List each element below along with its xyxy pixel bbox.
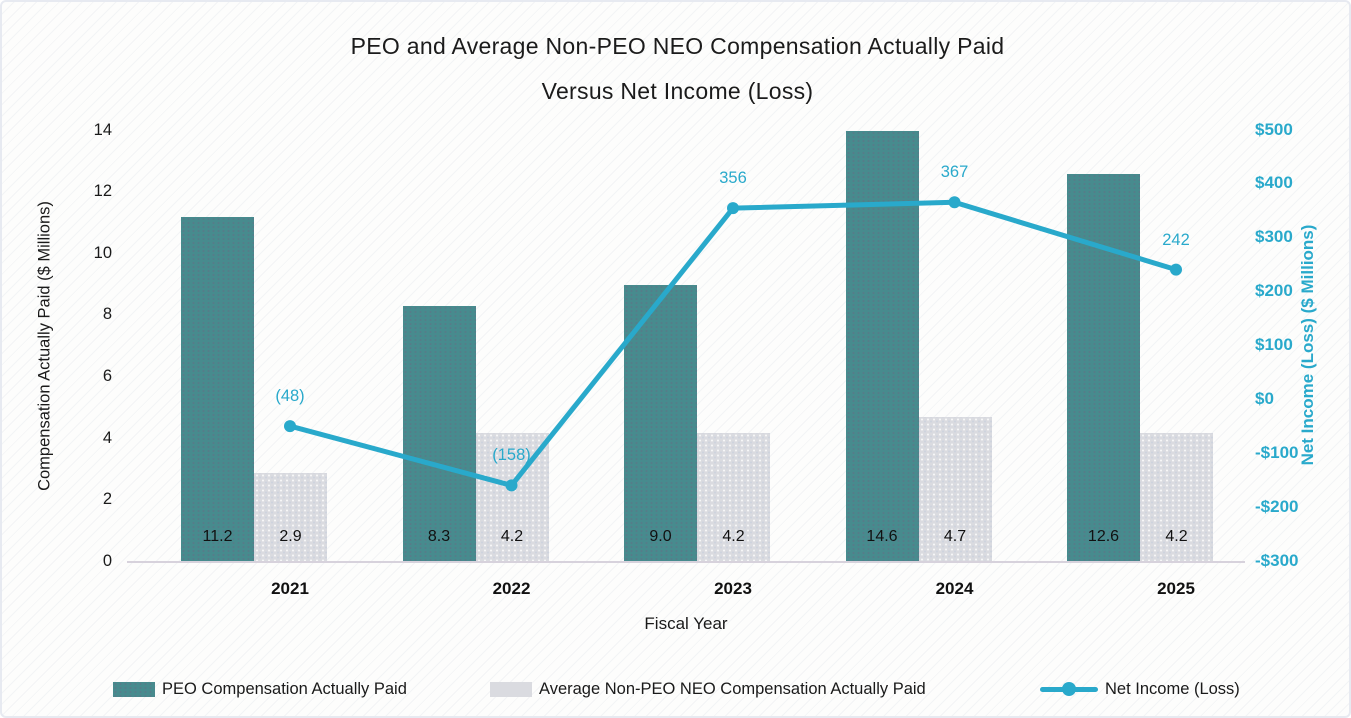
line-point-label: 367 bbox=[940, 163, 969, 182]
x-tick-label: 2022 bbox=[492, 579, 531, 598]
chart-title-line2: Versus Net Income (Loss) bbox=[541, 78, 814, 104]
bar-value-label: 4.2 bbox=[500, 528, 524, 545]
bar-neo-2025 bbox=[1140, 432, 1213, 562]
right-axis-tick: $300 bbox=[1255, 227, 1293, 247]
right-axis-tick: $400 bbox=[1255, 173, 1293, 193]
line-marker bbox=[505, 479, 518, 492]
line-point-label: 356 bbox=[719, 169, 747, 188]
chart-title: PEO and Average Non-PEO NEO Compensation… bbox=[2, 24, 1351, 114]
left-axis-tick: 10 bbox=[93, 243, 112, 262]
right-axis-tick: -$300 bbox=[1255, 551, 1299, 570]
line-marker bbox=[948, 196, 961, 209]
bar-peo-2023 bbox=[624, 284, 697, 562]
bar-value-label: 4.2 bbox=[722, 528, 745, 545]
right-axis-tick: $500 bbox=[1255, 119, 1293, 139]
left-axis-tick: 4 bbox=[102, 428, 112, 447]
line-marker bbox=[1170, 263, 1182, 276]
bar-value-label: 9.0 bbox=[649, 528, 672, 545]
legend-label-net-income: Net Income (Loss) bbox=[1105, 679, 1240, 698]
neo-bar-swatch bbox=[490, 681, 532, 697]
bar-value-label: 12.6 bbox=[1087, 528, 1120, 545]
left-axis-tick: 0 bbox=[102, 552, 112, 570]
bar-neo-2022 bbox=[475, 432, 549, 562]
x-tick-label: 2025 bbox=[1157, 579, 1195, 598]
left-axis-tick: 6 bbox=[102, 367, 112, 386]
legend-item-peo: PEO Compensation Actually Paid bbox=[113, 676, 407, 702]
x-tick-label: 2024 bbox=[935, 579, 974, 598]
line-point-label: 242 bbox=[1162, 230, 1190, 249]
bar-value-label: 14.6 bbox=[866, 528, 898, 545]
bar-peo-2025 bbox=[1067, 173, 1140, 562]
bar-peo-2021 bbox=[181, 216, 254, 562]
right-axis-tick: $0 bbox=[1255, 389, 1274, 409]
right-axis-tick: -$200 bbox=[1255, 497, 1299, 517]
bar-value-label: 4.2 bbox=[1165, 528, 1188, 545]
legend-label-peo: PEO Compensation Actually Paid bbox=[162, 679, 407, 698]
legend-label-neo: Average Non-PEO NEO Compensation Actuall… bbox=[539, 679, 926, 698]
left-axis-tick: 14 bbox=[93, 120, 112, 139]
bar-neo-2024 bbox=[918, 417, 992, 562]
legend-item-net-income: Net Income (Loss) bbox=[1040, 676, 1240, 702]
line-point-label: (158) bbox=[492, 446, 531, 465]
net-income-line-path bbox=[289, 199, 1177, 488]
right-axis-tick: $200 bbox=[1255, 281, 1293, 301]
x-axis-line bbox=[127, 561, 1245, 563]
bar-value-label: 2.9 bbox=[279, 528, 302, 545]
bar-value-label: 11.2 bbox=[202, 528, 233, 545]
legend-item-neo: Average Non-PEO NEO Compensation Actuall… bbox=[490, 676, 926, 702]
line-marker bbox=[284, 420, 296, 433]
net-income-line-swatch bbox=[1040, 686, 1098, 692]
right-axis-tick: -$100 bbox=[1255, 443, 1299, 463]
chart-title-line1: PEO and Average Non-PEO NEO Compensation… bbox=[350, 33, 1005, 59]
x-axis-title: Fiscal Year bbox=[644, 614, 728, 633]
left-axis-tick: 2 bbox=[102, 490, 112, 509]
bar-value-label: 8.3 bbox=[427, 528, 451, 545]
bar-neo-2021 bbox=[254, 472, 327, 562]
x-tick-label: 2021 bbox=[271, 579, 309, 598]
right-axis-tick: $100 bbox=[1255, 335, 1293, 355]
bar-value-label: 4.7 bbox=[943, 528, 967, 545]
left-axis-tick: 12 bbox=[93, 182, 112, 201]
peo-bar-swatch bbox=[113, 681, 155, 697]
line-point-label: (48) bbox=[275, 387, 305, 406]
bar-neo-2023 bbox=[697, 432, 770, 562]
bar-peo-2022 bbox=[402, 306, 476, 562]
legend: PEO Compensation Actually Paid Average N… bbox=[2, 676, 1351, 702]
line-marker bbox=[727, 202, 739, 215]
x-tick-label: 2023 bbox=[714, 579, 752, 598]
left-axis-tick: 8 bbox=[102, 305, 112, 324]
